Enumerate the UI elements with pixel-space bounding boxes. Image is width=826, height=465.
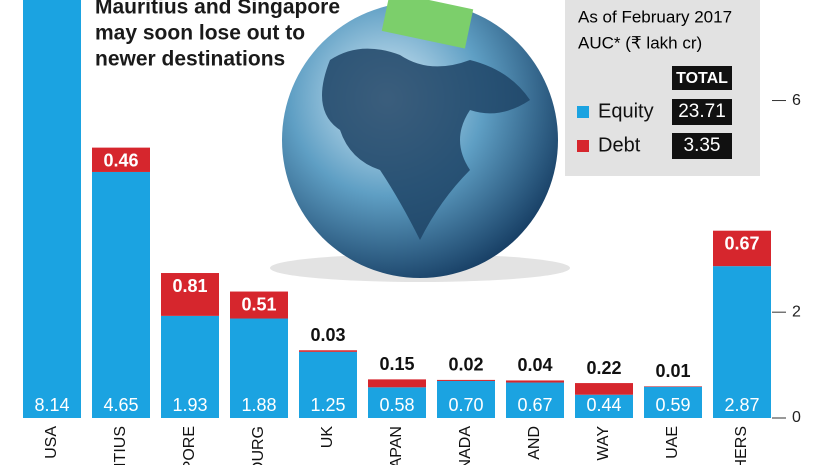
- value-label: 0.67: [517, 395, 552, 415]
- debt-bar: [161, 273, 219, 316]
- debt-bar: [299, 350, 357, 352]
- equity-bar: [437, 380, 495, 418]
- value-label: 1.88: [241, 395, 276, 415]
- legend-line: As of February 2017: [578, 7, 732, 26]
- x-tick-label: UK: [319, 426, 336, 449]
- legend-swatch: [577, 140, 589, 152]
- legend-total-box: [672, 99, 732, 125]
- value-label: 0.44: [586, 395, 621, 415]
- value-label: 0.81: [172, 276, 207, 296]
- title-line: may soon lose out to: [95, 22, 305, 45]
- legend-label: Equity: [598, 100, 654, 122]
- debt-bar: [575, 383, 633, 395]
- x-tick-label: AND: [526, 426, 543, 460]
- value-label: 0.58: [379, 395, 414, 415]
- legend-total-box: [672, 133, 732, 159]
- value-label: 1.25: [310, 395, 345, 415]
- debt-bar: [368, 379, 426, 388]
- x-tick-label: USA: [43, 426, 60, 459]
- value-label: 2.87: [724, 395, 759, 415]
- equity-bar: [644, 386, 702, 418]
- debt-bar: [644, 386, 702, 387]
- debt-bar: [437, 379, 495, 381]
- equity-bar: [575, 394, 633, 418]
- value-label: 0.59: [655, 395, 690, 415]
- x-tick-label: NADA: [457, 426, 474, 465]
- equity-bar: [299, 351, 357, 418]
- title-line: newer destinations: [95, 48, 285, 71]
- legend-total: 23.71: [678, 101, 726, 122]
- x-tick-label: ITIUS: [112, 426, 129, 465]
- legend: As of February 2017 AUC* (₹ lakh cr) TOT…: [565, 0, 760, 176]
- legend-heading: TOTAL: [676, 70, 728, 87]
- title-line: Mauritius and Singapore: [95, 0, 340, 19]
- equity-bar: [230, 318, 288, 418]
- x-tick-label: UAE: [664, 426, 681, 459]
- globe: [270, 0, 570, 282]
- value-label: 0.15: [379, 354, 414, 374]
- legend-line: AUC* (₹ lakh cr): [578, 33, 702, 52]
- value-label: 0.70: [448, 395, 483, 415]
- debt-bar: [713, 230, 771, 267]
- legend-swatch: [577, 106, 589, 118]
- y-tick-label: 6: [792, 92, 801, 109]
- value-label: 0.22: [586, 358, 621, 378]
- equity-bar: [92, 171, 150, 418]
- value-label: 0.51: [241, 294, 276, 314]
- value-label: 0.03: [310, 325, 345, 345]
- y-tick-label: 2: [792, 303, 801, 320]
- value-label: 1.93: [172, 395, 207, 415]
- value-label: 8.14: [34, 395, 69, 415]
- equity-bar: [161, 315, 219, 418]
- x-tick-label: HERS: [733, 426, 750, 465]
- legend-total: 3.35: [684, 135, 721, 156]
- x-tick-label: PORE: [181, 426, 198, 465]
- value-label: 0.67: [724, 233, 759, 253]
- equity-bar: [506, 382, 564, 418]
- x-tick-label: WAY: [595, 426, 612, 461]
- x-tick-label: APAN: [388, 426, 405, 465]
- value-label: 0.01: [655, 361, 690, 381]
- value-label: 0.04: [517, 355, 552, 375]
- y-tick-label: 0: [792, 409, 801, 426]
- equity-bar: [713, 266, 771, 418]
- debt-bar: [92, 147, 150, 172]
- legend-label: Debt: [598, 134, 641, 156]
- value-label: 0.46: [103, 150, 138, 170]
- value-label: 0.02: [448, 355, 483, 375]
- debt-bar: [230, 291, 288, 319]
- equity-bar: [368, 387, 426, 418]
- value-label: 4.65: [103, 395, 138, 415]
- equity-bar: [23, 0, 81, 418]
- debt-bar: [506, 380, 564, 383]
- x-tick-label: OURG: [250, 426, 267, 465]
